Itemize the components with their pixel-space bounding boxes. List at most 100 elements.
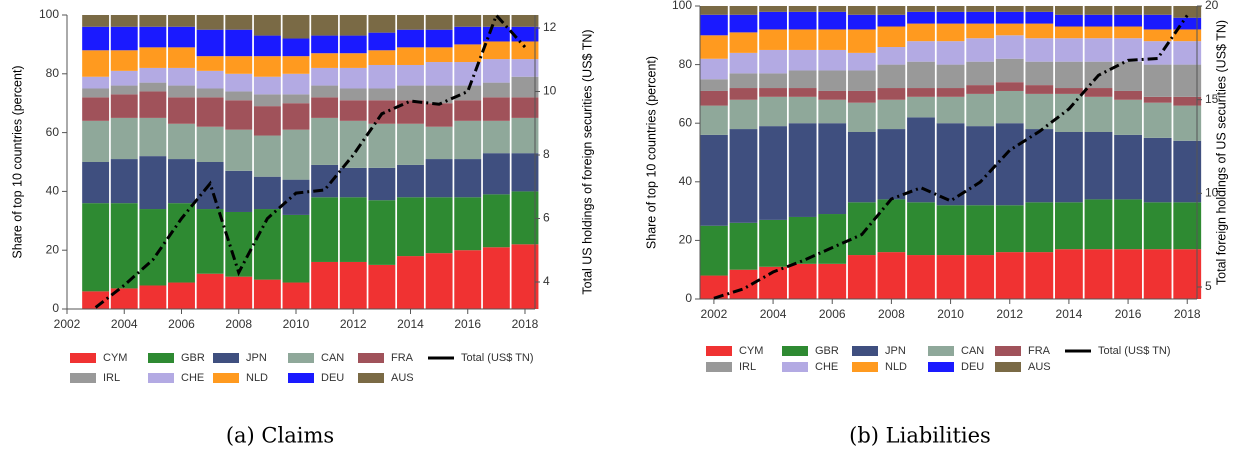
bar-segment [225,211,253,277]
bar-segment [1084,96,1113,132]
bar-segment [966,11,995,24]
y-tick-label: 60 [679,115,693,129]
y2-tick-label: 4 [543,274,550,288]
bar-segment [907,255,935,299]
legend-swatch [995,362,1021,372]
bar-segment [877,199,906,253]
bar-segment [936,6,965,12]
bar-segment [847,29,876,53]
x-tick-label: 2014 [397,317,424,331]
bar-segment [253,15,281,36]
bar-segment [168,203,195,283]
bar-segment [936,205,965,256]
bar-segment [454,26,482,45]
bar-segment [759,96,787,127]
bar-segment [818,263,847,299]
bar-segment [1025,93,1054,130]
bar-segment [1143,202,1172,250]
bar-segment [995,252,1024,299]
bar-segment [995,205,1024,253]
bar-segment [311,85,339,98]
bar-segment [311,15,339,36]
legend-label: FRA [1028,345,1051,357]
bar-segment [139,15,167,27]
bar-segment [1114,99,1142,135]
y2-tick-label: 15 [1205,92,1219,106]
bar-segment [966,6,995,12]
bar-segment [511,117,539,154]
legend-label: AUS [391,372,414,384]
bar-segment [847,6,876,15]
legend-swatch [358,353,384,363]
bar-segment [936,88,965,97]
bar-segment [966,38,995,62]
bar-segment [907,11,935,24]
bar-segment [1025,252,1054,299]
bar-segment [339,53,367,68]
bar-segment [818,11,847,30]
bar-segment [788,29,817,50]
legend-label: GBR [815,345,839,357]
legend-label: JPN [885,345,906,357]
bar-segment [168,47,195,68]
bar-segment [788,6,817,12]
legend-label: CAN [961,345,984,357]
bar-segment [966,23,995,39]
bar-segment [397,100,424,124]
bar-segment [1143,137,1172,203]
x-tick-label: 2014 [1056,307,1083,321]
bar-segment [425,253,453,309]
bar-segment [936,64,965,89]
bar-segment [282,179,310,215]
bar-segment [425,85,453,104]
bar-segment [397,47,424,65]
bar-segment [966,61,995,86]
bar-segment [110,15,138,27]
bar-segment [397,197,424,257]
bar-segment [1143,14,1172,30]
bar-segment [759,126,787,220]
bar-segment [1025,129,1054,203]
bar-segment [729,129,758,223]
bar-segment [729,99,758,130]
bar-segment [82,88,110,98]
legend-label: DEU [321,372,344,384]
bar-segment [454,15,482,27]
bar-segment [877,14,906,27]
bar-segment [1025,85,1054,94]
legend-label: GBR [181,352,205,364]
legend-label: FRA [391,352,414,364]
bar-segment [1084,14,1113,27]
legend-swatch [706,362,732,372]
bar-segment [454,100,482,121]
bar-segment [282,15,310,39]
bar-segment [282,38,310,57]
legend-swatch [928,362,954,372]
bar-segment [818,70,847,91]
bar-segment [729,52,758,74]
y2-tick-label: 20 [1205,0,1219,12]
bar-segment [482,97,510,121]
y2-tick-label: 6 [543,211,550,225]
legend-swatch [706,346,732,356]
bar-segment [907,117,935,203]
bar-segment [282,282,310,309]
bar-segment [282,56,310,74]
bar-segment [425,29,453,48]
legend-label: IRL [739,361,756,373]
legend-swatch [782,362,808,372]
bar-segment [759,11,787,30]
bar-segment [311,261,339,309]
bar-segment [225,91,253,101]
bar-segment [818,29,847,50]
legend-label: CAN [321,352,344,364]
bar-segment [482,26,510,42]
bar-segment [1114,199,1142,250]
x-tick-label: 2006 [168,317,195,331]
legend-swatch [928,346,954,356]
bar-segment [397,256,424,309]
bar-segment [397,15,424,30]
bar-segment [139,26,167,48]
bar-segment [82,162,110,204]
bar-segment [1173,29,1202,42]
